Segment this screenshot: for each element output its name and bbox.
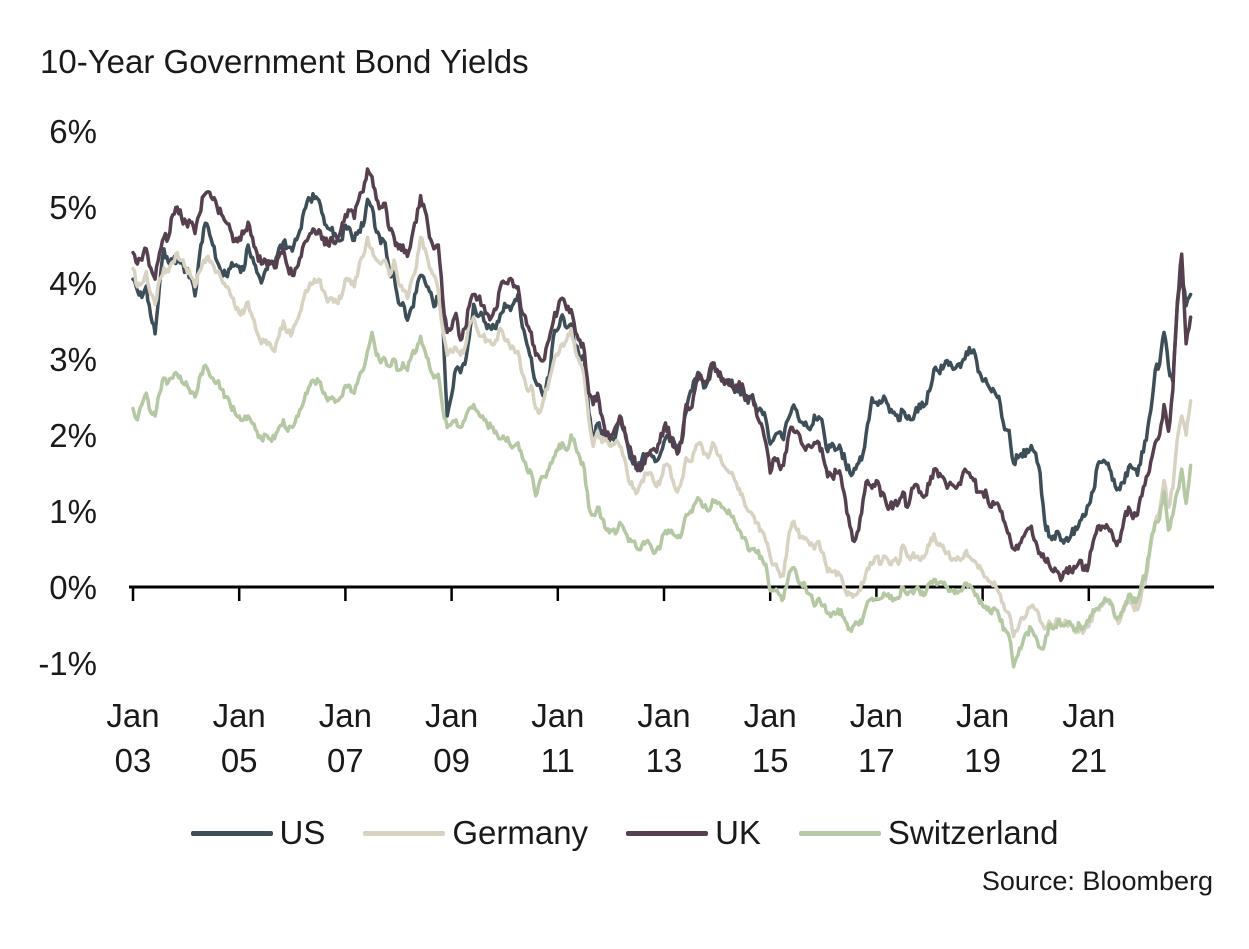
y-axis-tick-label: 2% — [49, 417, 97, 454]
x-axis-tick-label-month: Jan — [425, 697, 478, 734]
x-axis-tick-label-year: 11 — [541, 742, 575, 779]
series-line-switzerland — [131, 330, 1193, 669]
x-axis-tick-label-year: 07 — [327, 742, 364, 779]
y-axis-tick-label: 4% — [49, 265, 97, 302]
legend-label-uk: UK — [715, 814, 761, 851]
x-axis-tick-label-year: 03 — [115, 742, 152, 779]
x-axis-tick-label-month: Jan — [850, 697, 903, 734]
x-axis-tick-label-month: Jan — [531, 697, 584, 734]
y-axis-tick-label: 3% — [49, 341, 97, 378]
legend-item-switzerland: Switzerland — [798, 814, 1059, 852]
x-axis-tick-label-year: 19 — [964, 742, 1001, 779]
legend-swatch-us — [190, 830, 273, 836]
series-line-us — [131, 191, 1193, 545]
x-axis-tick-label-year: 05 — [221, 742, 258, 779]
x-axis-tick-label-month: Jan — [319, 697, 372, 734]
legend-label-germany: Germany — [452, 814, 589, 851]
y-axis-tick-label: 1% — [49, 493, 97, 530]
x-axis-tick-label-month: Jan — [956, 697, 1009, 734]
x-axis-tick-label-month: Jan — [106, 697, 159, 734]
series-line-germany — [131, 235, 1193, 639]
x-axis-tick-label-year: 15 — [752, 742, 789, 779]
x-axis-tick-label-month: Jan — [1062, 697, 1115, 734]
y-axis-tick-label: -1% — [38, 645, 97, 682]
legend-swatch-germany — [363, 830, 446, 836]
legend-item-germany: Germany — [363, 814, 588, 852]
series-line-uk — [131, 167, 1193, 583]
legend-label-us: US — [279, 814, 326, 851]
legend-swatch-switzerland — [798, 830, 881, 836]
x-axis-tick-label-month: Jan — [213, 697, 266, 734]
x-axis-tick-label-year: 09 — [433, 742, 470, 779]
legend-item-us: US — [190, 814, 326, 852]
y-axis-tick-label: 0% — [49, 569, 97, 606]
chart-legend: US Germany UK Switzerland — [0, 814, 1249, 852]
x-axis-tick-label-year: 13 — [646, 742, 683, 779]
x-axis-tick-label-month: Jan — [744, 697, 797, 734]
x-axis-tick-label-month: Jan — [637, 697, 690, 734]
x-axis-tick-label-year: 21 — [1070, 742, 1107, 779]
legend-swatch-uk — [626, 830, 709, 836]
chart-title: 10-Year Government Bond Yields — [40, 43, 529, 80]
y-axis-tick-label: 5% — [49, 189, 97, 226]
x-axis-tick-label-year: 17 — [858, 742, 895, 779]
legend-label-switzerland: Switzerland — [887, 814, 1059, 851]
legend-item-uk: UK — [626, 814, 761, 852]
y-axis-tick-label: 6% — [49, 113, 97, 150]
source-credit: Source: Bloomberg — [981, 866, 1213, 896]
